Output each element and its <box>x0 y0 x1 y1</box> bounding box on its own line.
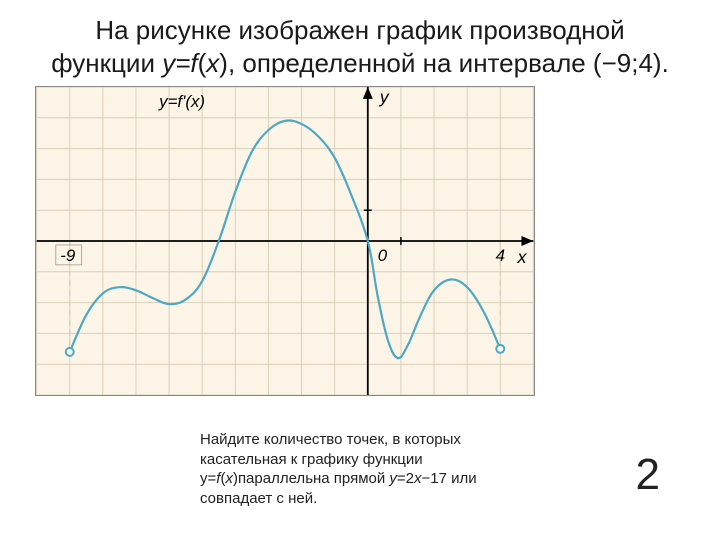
q-x: x <box>225 470 233 487</box>
q-5: =2 <box>397 470 414 487</box>
answer-value: 2 <box>636 450 660 500</box>
svg-text:4: 4 <box>496 246 505 265</box>
q-4: параллельна прямой <box>238 470 389 487</box>
title-x: x <box>206 48 219 78</box>
page-title: На рисунке изображен график производной … <box>0 0 720 79</box>
svg-text:-9: -9 <box>60 246 76 265</box>
title-p2: ( <box>198 48 207 78</box>
chart-svg: -9 0 4x y y=f'(x) <box>36 87 534 395</box>
title-p4: , определенной на интервале (−9;4). <box>228 48 669 78</box>
svg-text:x: x <box>516 247 527 267</box>
title-fn: y=f <box>162 48 197 78</box>
svg-text:y=f'(x): y=f'(x) <box>158 92 205 111</box>
derivative-chart: -9 0 4x y y=f'(x) <box>35 86 535 396</box>
svg-text:0: 0 <box>378 246 388 265</box>
q-eq: y <box>389 470 397 487</box>
question-text: Найдите количество точек, в которых каса… <box>200 430 520 508</box>
q-x2: x <box>414 470 422 487</box>
svg-text:y: y <box>378 87 390 107</box>
title-p3: ) <box>219 48 228 78</box>
